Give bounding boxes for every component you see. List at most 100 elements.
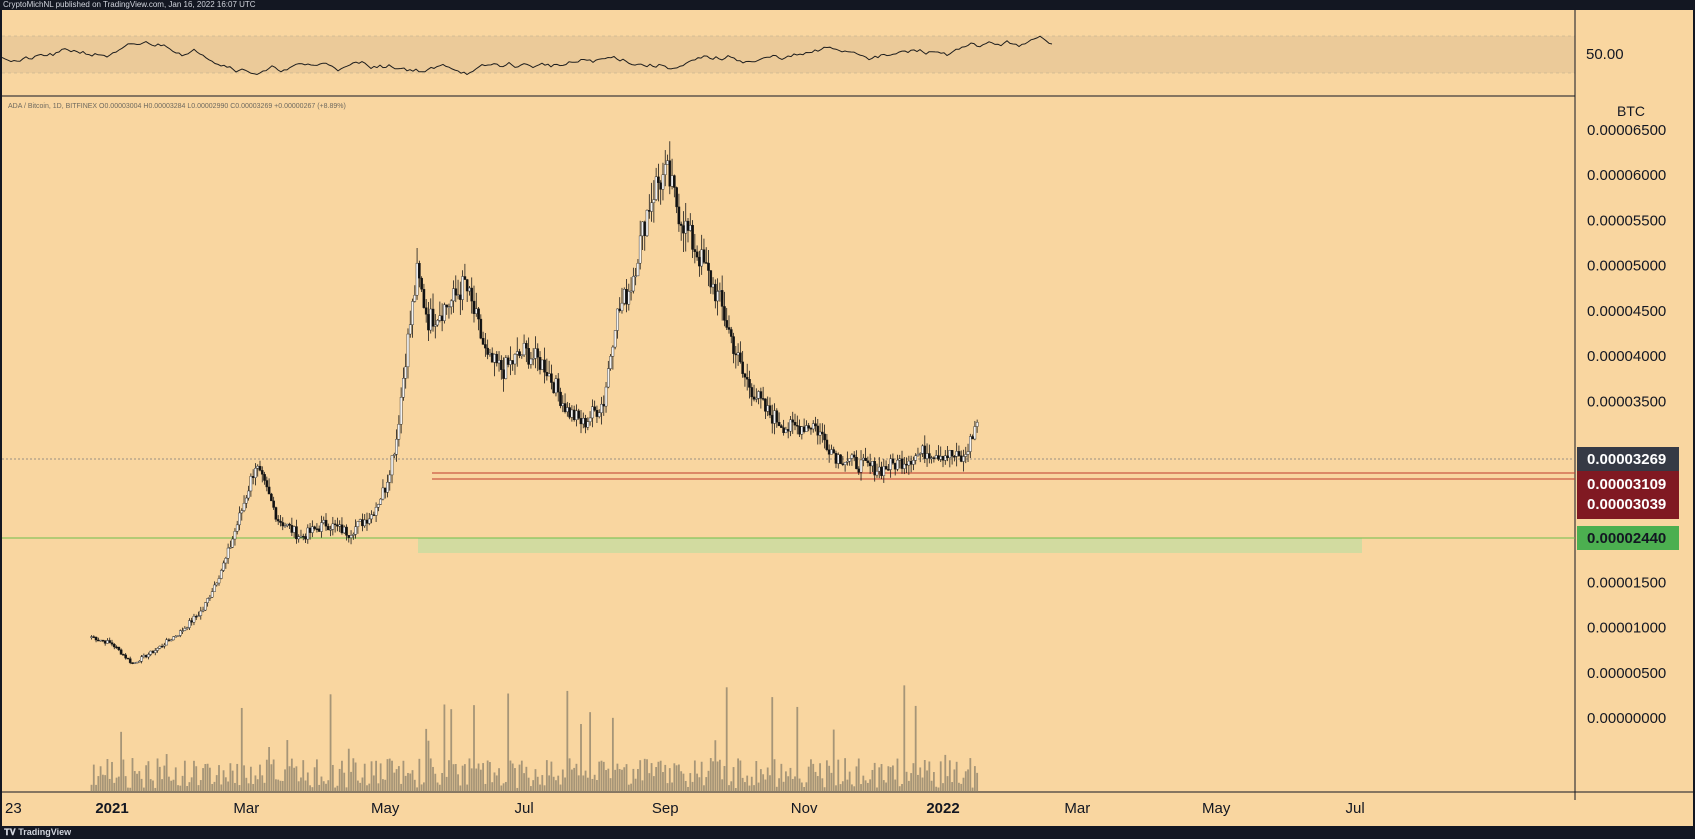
candle-body: [158, 645, 162, 649]
axis-unit: BTC: [1617, 103, 1645, 119]
candle-body: [99, 639, 102, 642]
volume-bar: [725, 687, 728, 792]
candle-body: [581, 417, 585, 425]
candle-body: [529, 358, 533, 365]
volume-bar: [937, 787, 940, 792]
candle-body: [925, 453, 929, 459]
volume-bar: [712, 761, 714, 792]
volume-bar: [234, 782, 236, 792]
last-price-label: 0.00003269: [1587, 451, 1666, 468]
candle-body: [588, 417, 592, 422]
candle-body: [461, 276, 464, 300]
volume-bar: [124, 776, 127, 792]
candle-body: [304, 536, 307, 540]
price-chart[interactable]: 50.00 ADA / Bitcoin, 1D, BITFINEX O0.000…: [2, 10, 1693, 826]
time-tick-label: Jul: [514, 800, 533, 817]
candle-body: [295, 526, 298, 540]
volume-bar: [723, 766, 726, 792]
volume-bar: [641, 780, 644, 792]
volume-bar: [336, 785, 339, 792]
candle-body: [918, 453, 922, 455]
candle-body: [174, 635, 178, 638]
volume-bar: [678, 764, 680, 792]
volume-bar: [491, 782, 494, 792]
volume-bar: [652, 776, 655, 792]
volume-bar: [436, 782, 439, 792]
candle-body: [242, 502, 246, 511]
volume-bar: [197, 785, 200, 792]
volume-bar: [188, 782, 191, 792]
volume-bar: [92, 764, 95, 792]
candle-body: [846, 461, 849, 463]
volume-bar: [593, 774, 596, 792]
volume-bar: [138, 771, 141, 792]
volume-bar: [764, 779, 767, 792]
volume-bar: [693, 760, 696, 792]
brand-label: TradingView: [18, 827, 72, 837]
candle-body: [857, 468, 861, 473]
volume-bar: [231, 770, 234, 792]
candle-body: [552, 382, 555, 394]
volume-bar: [757, 782, 760, 792]
candle-body: [176, 635, 180, 637]
chart-panel[interactable]: 50.00 ADA / Bitcoin, 1D, BITFINEX O0.000…: [2, 10, 1693, 826]
candle-body: [802, 426, 806, 432]
candle-body: [502, 369, 505, 379]
candle-body: [106, 640, 109, 644]
candle-body: [388, 474, 392, 483]
volume-bar: [871, 769, 874, 792]
tradingview-logo[interactable]: 𝐓𝐕 TradingView: [4, 826, 71, 839]
candle-body: [757, 391, 760, 399]
volume-bar: [935, 786, 938, 792]
candle-body: [144, 655, 148, 658]
candle-body: [540, 359, 544, 370]
candle-body: [509, 360, 512, 365]
volume-bar: [878, 767, 881, 792]
candle-body: [962, 456, 965, 462]
volume-bar: [345, 787, 348, 792]
volume-bar: [290, 758, 293, 792]
volume-bar: [616, 763, 619, 792]
candle-body: [112, 644, 116, 648]
volume-bar: [429, 758, 432, 792]
volume-bar: [420, 784, 423, 792]
candle-body: [197, 615, 200, 617]
time-tick-label: May: [1202, 800, 1231, 817]
candle-body: [741, 361, 744, 374]
volume-bar: [880, 764, 883, 792]
candle-body: [147, 654, 150, 658]
volume-bar: [243, 765, 245, 792]
candle-body: [818, 431, 822, 436]
candle-body: [855, 456, 858, 470]
volume-bar: [468, 758, 471, 792]
volume-bar: [249, 766, 252, 792]
resistance-bottom-label: 0.00003039: [1587, 496, 1666, 513]
volume-bar: [698, 777, 701, 792]
volume-bar: [648, 773, 651, 792]
volume-bar: [117, 776, 120, 792]
candle-body: [525, 343, 528, 349]
price-axis[interactable]: BTC 0.00006500 0.00006000 0.00005500 0.0000…: [1587, 103, 1666, 727]
candle-body: [793, 422, 797, 426]
volume-bar: [948, 760, 951, 792]
time-axis[interactable]: 23 2021 Mar May Jul Sep Nov 2022 Mar May Jul: [5, 800, 1365, 817]
volume-bar: [917, 774, 919, 792]
candle-body: [964, 454, 968, 457]
candle-body: [258, 465, 262, 471]
volume-bar: [650, 763, 653, 792]
candle-body: [811, 423, 815, 430]
volume-bar: [539, 784, 541, 792]
candle-body: [852, 454, 856, 458]
volume-bar: [962, 777, 965, 792]
volume-bar: [744, 782, 746, 792]
candle-body: [92, 636, 96, 638]
candle-body: [673, 175, 676, 188]
volume-bar: [655, 767, 658, 792]
volume-bar: [894, 779, 897, 792]
candle-body: [743, 373, 747, 378]
candle-body: [900, 458, 904, 469]
price-tick-label: 0.00000500: [1587, 665, 1666, 682]
volume-bar: [794, 776, 796, 792]
candle-body: [317, 528, 321, 532]
volume-bar: [409, 773, 412, 792]
